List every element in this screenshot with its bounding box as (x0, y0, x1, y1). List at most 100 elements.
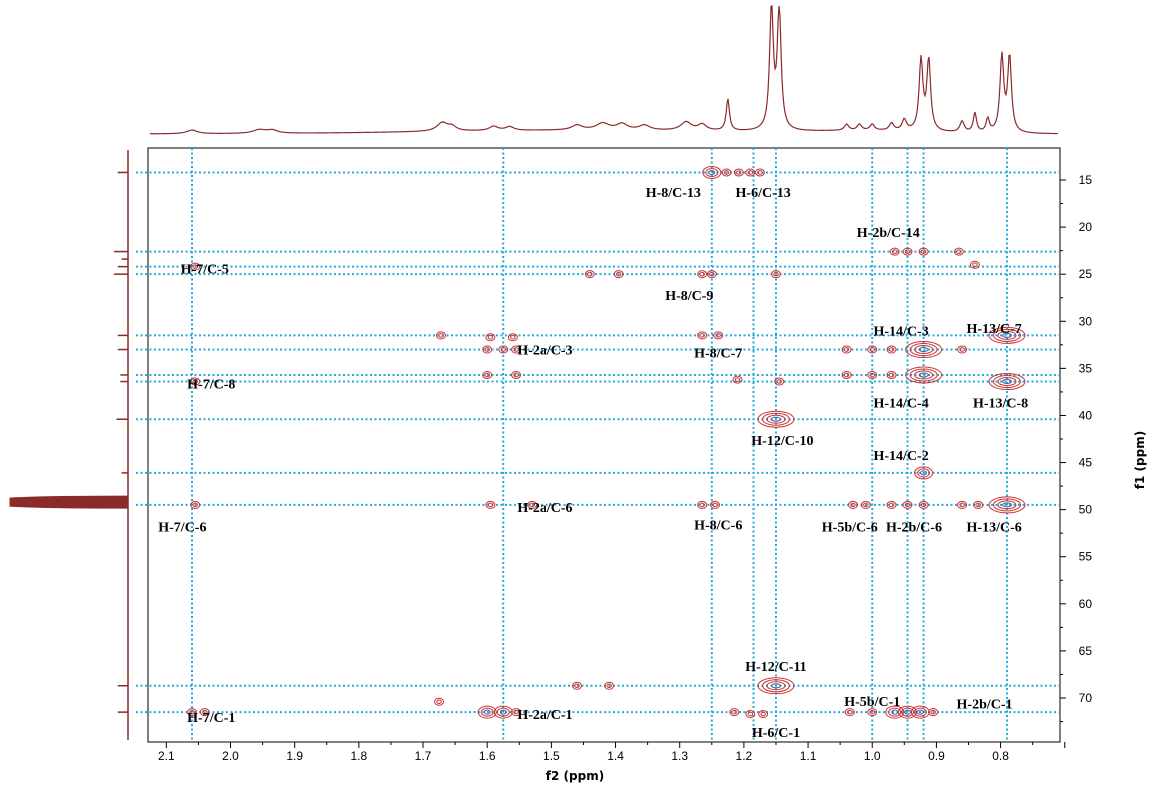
x-axis: 2.1 2.0 1.9 1.8 1.7 1.6 1.5 1.4 1.3 1.2 1.1 1.0 0.9 0… (158, 742, 1066, 763)
cross-peak (697, 331, 708, 340)
cross-peak (885, 705, 905, 719)
cross-peak (886, 345, 897, 354)
cross-peak (774, 377, 785, 386)
cross-peak (190, 377, 201, 386)
cross-peak (898, 705, 918, 719)
cross-peak (957, 345, 968, 354)
cross-peak (841, 345, 852, 354)
peak-annotation: H-8/C-6 (694, 519, 742, 534)
peak-annotation: H-7/C-6 (158, 521, 206, 536)
y-tick-label: 30 (1079, 314, 1093, 328)
cross-peak (918, 500, 929, 509)
cross-peak (969, 260, 980, 269)
cross-peak (493, 705, 513, 719)
peak-annotation: H-2b/C-6 (886, 521, 942, 536)
y-axis: 15 20 25 30 35 40 45 50 55 60 65 70 (1060, 173, 1093, 723)
cross-peak (745, 710, 756, 719)
y-tick-label: 65 (1079, 644, 1093, 658)
cross-peak (477, 705, 497, 719)
cross-peak (758, 710, 769, 719)
cross-peak (988, 326, 1026, 344)
proton-trace (150, 4, 1059, 135)
cross-peak (757, 410, 795, 428)
cross-peak (190, 262, 201, 271)
cross-peak (482, 370, 493, 379)
cross-peak (435, 331, 446, 340)
y-tick-label: 20 (1079, 220, 1093, 234)
cross-peak (754, 168, 765, 177)
y-tick-label: 35 (1079, 361, 1093, 375)
peak-annotation: H-13/C-6 (967, 521, 1022, 536)
cross-peak (187, 708, 197, 717)
peak-annotation: H-5b/C-6 (822, 521, 878, 536)
x-tick-label: 1.4 (607, 749, 624, 763)
peak-annotation: H-2b/C-1 (957, 698, 1013, 713)
cross-peak (604, 681, 615, 690)
peak-annotation: H-14/C-3 (874, 325, 929, 340)
x-tick-label: 1.3 (671, 749, 688, 763)
x-tick-label: 1.6 (479, 749, 496, 763)
peak-annotation: H-14/C-2 (874, 449, 929, 464)
cross-peak (733, 168, 744, 177)
peak-annotation: H-5b/C-1 (844, 695, 900, 710)
plot-frame (147, 147, 1061, 743)
peak-annotation: H-2a/C-6 (517, 501, 572, 516)
cross-peak (702, 165, 722, 179)
cross-peak (511, 708, 522, 717)
cross-peak (867, 708, 878, 717)
cross-peak (905, 366, 943, 384)
cross-peak (706, 270, 717, 279)
cross-peak (485, 333, 496, 342)
cross-peak (914, 466, 934, 480)
cross-peak (199, 708, 210, 717)
peak-annotation: H-12/C-11 (745, 660, 806, 675)
cross-peak (482, 345, 493, 354)
guide-lines (136, 148, 1060, 742)
cross-peak (584, 270, 595, 279)
y-tick-label: 50 (1079, 503, 1093, 517)
cross-peak (988, 373, 1026, 391)
cross-peak (721, 168, 732, 177)
peak-annotation: H-13/C-8 (973, 396, 1028, 411)
x-tick-label: 1.8 (351, 749, 368, 763)
cross-peak (770, 270, 781, 279)
cross-peak (902, 500, 913, 509)
cross-peak (434, 697, 445, 706)
cross-peak (710, 500, 721, 509)
y-tick-label: 40 (1079, 408, 1093, 422)
cross-peak (498, 345, 509, 354)
cross-peak (957, 500, 968, 509)
cross-peak (889, 247, 900, 256)
peak-annotations: H-8/C-13 H-6/C-13 H-2b/C-14 H-7/C-5 H-8/C-9 H… (158, 186, 1028, 741)
peak-annotation: H-6/C-1 (752, 726, 800, 741)
y-tick-label: 25 (1079, 267, 1093, 281)
cross-peak (953, 247, 964, 256)
cross-peak (745, 168, 756, 177)
peak-annotation: H-12/C-10 (751, 434, 813, 449)
cross-peak (847, 500, 858, 509)
peak-annotation: H-7/C-1 (187, 711, 235, 726)
cross-peak (867, 345, 878, 354)
peak-annotation: H-14/C-4 (874, 396, 929, 411)
x-tick-label: 0.8 (992, 749, 1009, 763)
cross-peak (511, 370, 522, 379)
cross-peak (613, 270, 624, 279)
cross-peak (757, 677, 795, 695)
cross-peak (886, 370, 897, 379)
cross-peak (988, 496, 1026, 514)
cross-peak (732, 375, 743, 384)
y-tick-label: 15 (1079, 173, 1093, 187)
cross-peak (713, 331, 724, 340)
cross-peak (860, 500, 871, 509)
x-tick-label: 1.1 (800, 749, 817, 763)
x-tick-label: 1.7 (415, 749, 432, 763)
y-tick-label: 55 (1079, 550, 1093, 564)
peak-annotation: H-2a/C-1 (517, 708, 572, 723)
cross-peak (527, 500, 538, 509)
cross-peak (902, 247, 913, 256)
cross-peaks (187, 165, 1026, 719)
solvent-peak (9, 495, 129, 509)
peak-annotation: H-8/C-7 (694, 346, 742, 361)
peak-annotation: H-13/C-7 (967, 322, 1022, 337)
